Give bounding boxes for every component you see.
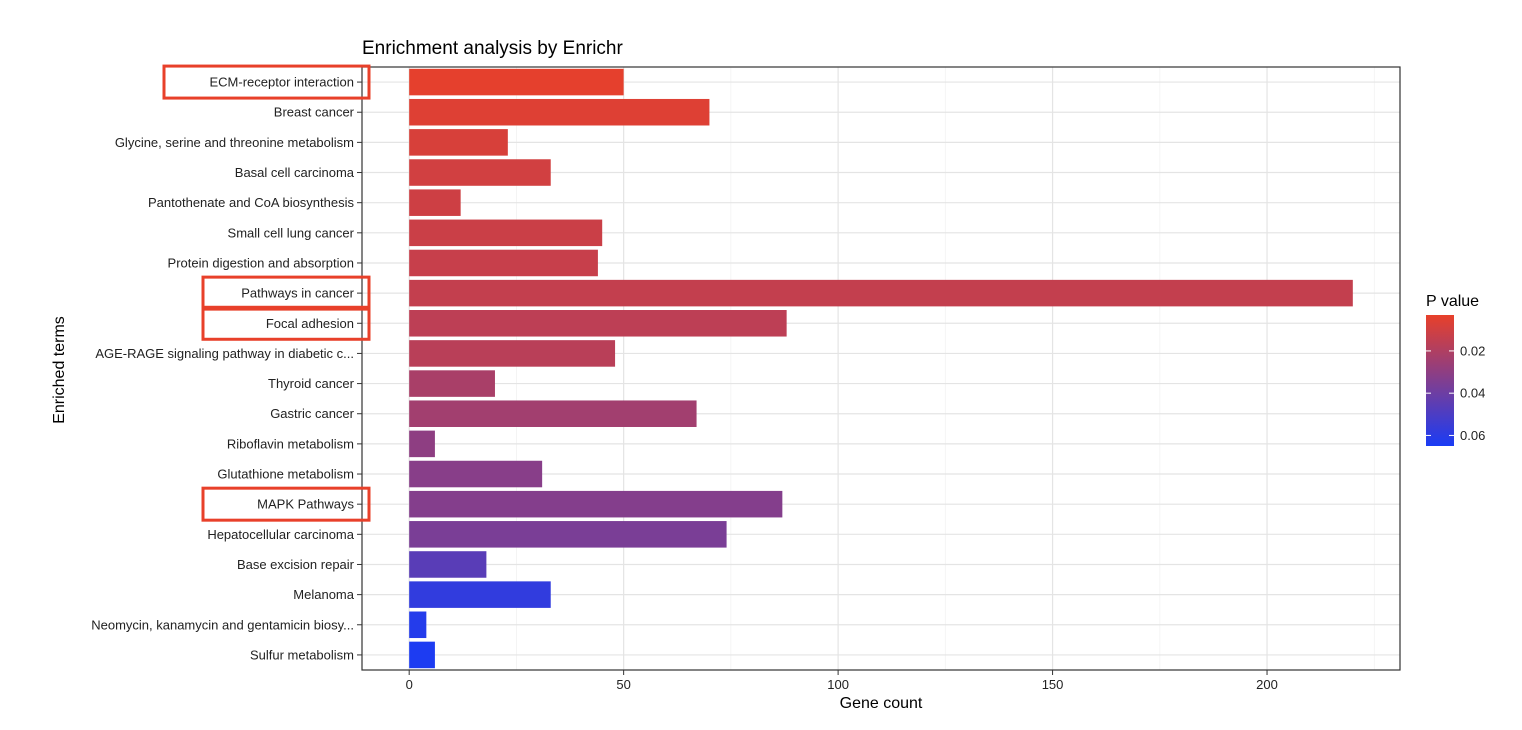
bar-20 <box>409 641 435 669</box>
y-tick-label: Sulfur metabolism <box>250 647 354 662</box>
y-tick-label: Pathways in cancer <box>241 286 354 301</box>
bar-13 <box>409 430 435 458</box>
legend-tick-label: 0.04 <box>1460 386 1485 401</box>
bar-14 <box>409 460 543 488</box>
y-tick-label: Breast cancer <box>274 105 355 120</box>
y-tick-label: Hepatocellular carcinoma <box>207 527 354 542</box>
x-tick-label: 0 <box>406 677 413 692</box>
bar-18 <box>409 581 551 608</box>
highlight-box <box>201 305 371 341</box>
x-tick-label: 200 <box>1256 677 1278 692</box>
bar-15 <box>409 490 783 518</box>
y-tick-label: Pantothenate and CoA biosynthesis <box>148 195 354 210</box>
bar-17 <box>409 551 487 578</box>
y-tick-label: Basal cell carcinoma <box>235 165 355 180</box>
legend-tick-label: 0.06 <box>1460 428 1485 443</box>
panel-border <box>361 66 1401 671</box>
bar-10 <box>409 340 616 367</box>
y-tick-label: Protein digestion and absorption <box>168 255 354 270</box>
bar-8 <box>409 279 1353 307</box>
legend-ticks: 0.02 0.04 0.06 <box>1426 343 1485 443</box>
x-tick-label: 100 <box>827 677 849 692</box>
bar-3 <box>409 129 508 156</box>
pvalue-legend: P value 0.02 0.04 0.06 <box>1426 293 1485 446</box>
y-tick-label: ECM-receptor interaction <box>210 75 355 90</box>
legend-colorbar <box>1426 315 1454 446</box>
plot-panel: ECM-receptor interaction Breast cancer Gly… <box>91 64 1401 692</box>
x-tick-label: 50 <box>616 677 630 692</box>
legend-title: P value <box>1426 293 1479 310</box>
highlight-box <box>162 64 371 100</box>
y-tick-label: MAPK Pathways <box>257 497 354 512</box>
y-tick-label: Riboflavin metabolism <box>227 436 354 451</box>
bar-9 <box>409 310 787 337</box>
highlight-box <box>201 486 371 522</box>
bar-2 <box>409 98 710 126</box>
y-tick-label: AGE-RAGE signaling pathway in diabetic c… <box>95 346 354 361</box>
y-tick-label: Base excision repair <box>237 557 355 572</box>
bar-6 <box>409 219 603 247</box>
y-tick-label: Gastric cancer <box>270 406 354 421</box>
y-tick-label: Glutathione metabolism <box>217 467 354 482</box>
legend-tick-label: 0.02 <box>1460 343 1485 358</box>
bar-16 <box>409 521 727 548</box>
y-tick-label: Thyroid cancer <box>268 376 355 391</box>
highlight-box <box>201 275 371 311</box>
bar-12 <box>409 400 697 427</box>
bar-19 <box>409 611 427 639</box>
x-tick-label: 150 <box>1042 677 1064 692</box>
x-axis-title: Gene count <box>840 695 923 712</box>
bar-11 <box>409 370 495 397</box>
panel-background <box>362 67 1400 670</box>
bar-5 <box>409 189 461 216</box>
bar-1 <box>409 68 624 96</box>
y-tick-label: Focal adhesion <box>266 316 354 331</box>
chart-title: Enrichment analysis by Enrichr <box>362 38 623 59</box>
y-tick-label: Small cell lung cancer <box>228 225 355 240</box>
y-tick-label: Melanoma <box>293 587 354 602</box>
bar-4 <box>409 159 551 186</box>
y-axis-title: Enriched terms <box>51 316 68 424</box>
y-tick-label: Neomycin, kanamycin and gentamicin biosy… <box>91 617 354 632</box>
bar-7 <box>409 249 598 277</box>
y-tick-label: Glycine, serine and threonine metabolism <box>115 135 354 150</box>
